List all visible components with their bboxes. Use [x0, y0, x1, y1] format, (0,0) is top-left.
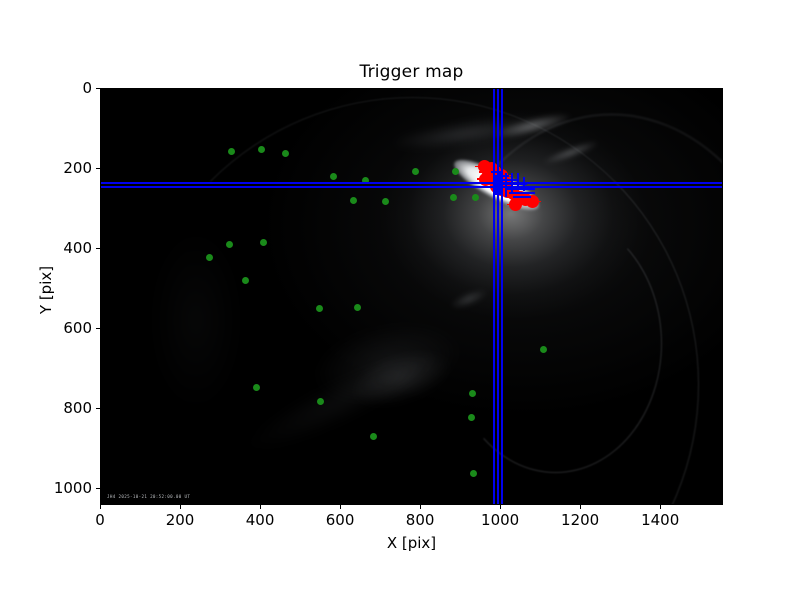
x-tick-mark — [180, 505, 182, 509]
x-tick-label: 200 — [165, 511, 195, 529]
red-trigger-whisker — [506, 203, 525, 205]
crosshair-center-marker — [511, 173, 514, 194]
green-trigger-point[interactable] — [206, 253, 214, 261]
crosshair-vertical-line — [497, 89, 500, 504]
y-tick-mark — [96, 488, 100, 490]
crosshair-center-marker — [497, 179, 520, 182]
x-tick-label: 0 — [95, 511, 105, 529]
green-trigger-point[interactable] — [228, 147, 236, 155]
y-tick-mark — [96, 168, 100, 170]
crosshair-center-marker — [517, 173, 520, 190]
green-trigger-point[interactable] — [257, 145, 265, 153]
green-trigger-point[interactable] — [315, 304, 323, 312]
green-trigger-point[interactable] — [381, 197, 389, 205]
green-trigger-point[interactable] — [449, 194, 457, 202]
x-tick-label: 800 — [405, 511, 435, 529]
crosshair-horizontal-line — [101, 186, 722, 189]
green-trigger-point[interactable] — [329, 172, 337, 180]
x-tick-mark — [500, 505, 502, 509]
y-tick-mark — [96, 328, 100, 330]
green-trigger-point[interactable] — [252, 383, 260, 391]
crosshair-center-marker — [493, 175, 510, 178]
green-trigger-point[interactable] — [259, 238, 267, 246]
y-tick-mark — [96, 408, 100, 410]
chart-title: Trigger map — [359, 62, 464, 82]
y-tick-label: 400 — [63, 239, 92, 258]
x-tick-mark — [420, 505, 422, 509]
x-tick-mark — [260, 505, 262, 509]
x-tick-mark — [340, 505, 342, 509]
red-trigger-whisker — [483, 178, 502, 181]
green-trigger-point[interactable] — [411, 167, 419, 175]
green-trigger-point[interactable] — [349, 196, 357, 204]
x-tick-label: 600 — [325, 511, 355, 529]
green-trigger-point[interactable] — [468, 390, 476, 398]
y-tick-label: 200 — [63, 159, 92, 178]
crosshair-vertical-line — [501, 89, 504, 504]
crosshair-center-marker — [491, 171, 502, 174]
crosshair-center-marker — [523, 177, 526, 192]
green-trigger-point[interactable] — [242, 276, 250, 284]
crosshair-layer — [101, 89, 722, 504]
crosshair-center-marker — [509, 192, 536, 195]
y-tick-label: 0 — [82, 79, 92, 97]
y-axis-label: Y [pix] — [37, 265, 55, 315]
x-tick-mark — [100, 505, 101, 509]
green-trigger-point[interactable] — [471, 194, 479, 202]
green-trigger-point[interactable] — [370, 432, 378, 440]
x-tick-label: 400 — [245, 511, 275, 529]
crosshair-center-marker — [505, 188, 536, 191]
image-timestamp-overlay: JH4 2025-10-21 20:52:00.00 UT — [107, 494, 191, 499]
y-axis-ticks: 0 200 400 600 800 1000 — [0, 0, 92, 600]
green-trigger-point[interactable] — [467, 414, 475, 422]
green-trigger-point[interactable] — [316, 398, 324, 406]
x-tick-label: 1400 — [641, 511, 680, 529]
x-axis-label: X [pix] — [386, 534, 437, 552]
green-trigger-layer — [101, 89, 722, 504]
crosshair-center-marker — [499, 173, 502, 196]
green-trigger-point[interactable] — [451, 167, 459, 175]
green-trigger-point[interactable] — [362, 176, 370, 184]
y-tick-label: 800 — [63, 399, 92, 418]
x-tick-label: 1000 — [481, 511, 520, 529]
plot-axes[interactable]: JH4 2025-10-21 20:52:00.00 UT — [100, 88, 723, 505]
green-trigger-point[interactable] — [470, 470, 478, 478]
y-tick-mark — [96, 248, 100, 250]
y-tick-label: 1000 — [53, 479, 92, 498]
green-trigger-point[interactable] — [539, 345, 547, 353]
red-trigger-whisker — [523, 200, 542, 203]
sky-image-horizon-arc-3 — [448, 213, 662, 473]
green-trigger-point[interactable] — [353, 303, 361, 311]
y-tick-mark — [96, 88, 100, 89]
crosshair-vertical-line — [493, 89, 496, 504]
green-trigger-point[interactable] — [226, 240, 234, 248]
crosshair-center-marker — [513, 196, 532, 199]
crosshair-center-marker — [501, 183, 528, 186]
x-tick-label: 1200 — [561, 511, 600, 529]
crosshair-center-marker — [505, 173, 508, 198]
x-tick-mark — [660, 505, 662, 509]
crosshair-center-marker — [495, 177, 498, 196]
x-tick-mark — [580, 505, 582, 509]
green-trigger-point[interactable] — [282, 149, 290, 157]
y-tick-label: 600 — [63, 319, 92, 338]
crosshair-horizontal-line — [101, 181, 722, 184]
